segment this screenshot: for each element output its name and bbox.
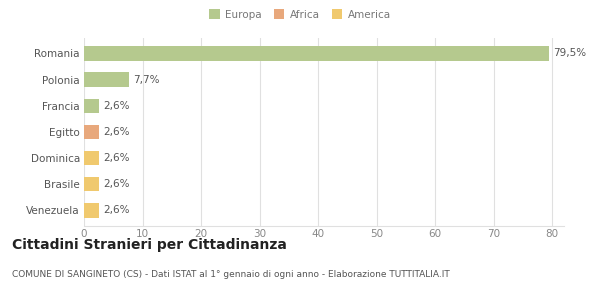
Text: 79,5%: 79,5% <box>553 48 587 59</box>
Text: 2,6%: 2,6% <box>103 127 130 137</box>
Bar <box>84 203 99 218</box>
Text: 7,7%: 7,7% <box>133 75 160 85</box>
Legend: Europa, Africa, America: Europa, Africa, America <box>205 5 395 24</box>
Text: COMUNE DI SANGINETO (CS) - Dati ISTAT al 1° gennaio di ogni anno - Elaborazione : COMUNE DI SANGINETO (CS) - Dati ISTAT al… <box>12 270 450 279</box>
Bar <box>84 151 99 165</box>
Bar <box>84 99 99 113</box>
Text: 2,6%: 2,6% <box>103 101 130 111</box>
Text: 2,6%: 2,6% <box>103 153 130 163</box>
Text: 2,6%: 2,6% <box>103 179 130 189</box>
Bar <box>84 125 99 139</box>
Bar <box>84 72 129 87</box>
Text: 2,6%: 2,6% <box>103 205 130 215</box>
Bar <box>84 46 550 61</box>
Text: Cittadini Stranieri per Cittadinanza: Cittadini Stranieri per Cittadinanza <box>12 238 287 252</box>
Bar <box>84 177 99 191</box>
